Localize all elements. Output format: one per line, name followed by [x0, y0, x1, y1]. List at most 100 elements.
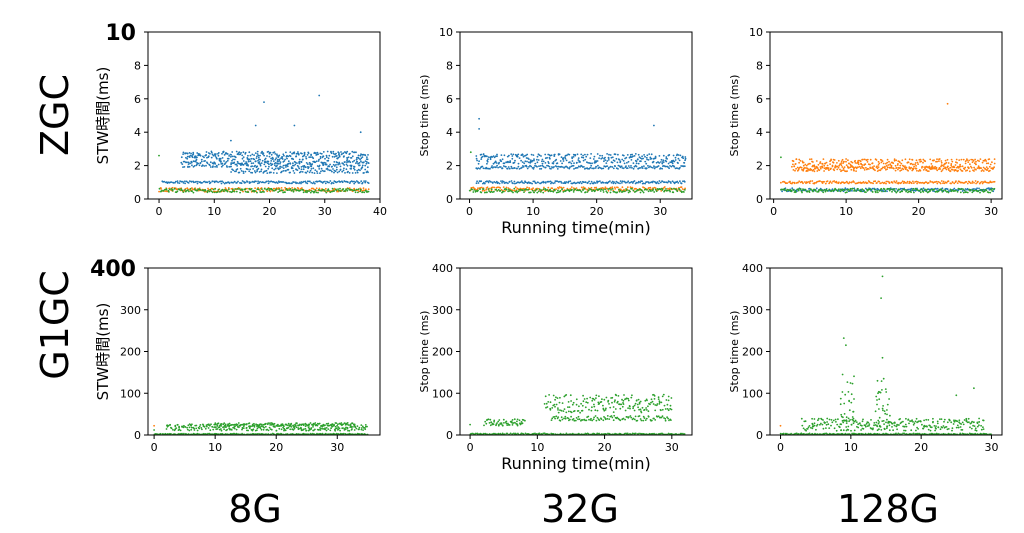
data-point	[258, 161, 261, 163]
data-point	[277, 160, 279, 163]
data-point	[854, 166, 857, 169]
data-point	[265, 161, 267, 164]
data-point	[267, 180, 270, 183]
data-point	[264, 170, 266, 173]
data-point	[495, 166, 497, 169]
data-point	[367, 171, 369, 174]
data-point	[277, 168, 280, 171]
data-point	[196, 189, 199, 192]
data-point	[496, 164, 498, 167]
data-point	[812, 168, 815, 171]
data-point	[348, 187, 351, 190]
data-point	[181, 163, 184, 166]
data-point	[345, 426, 347, 429]
data-point	[650, 401, 652, 404]
data-point	[287, 168, 290, 171]
data-point	[367, 162, 370, 165]
data-point	[351, 180, 354, 183]
data-point	[988, 165, 991, 168]
data-point	[240, 152, 243, 154]
data-point	[344, 428, 347, 431]
data-point	[313, 172, 316, 175]
data-point	[269, 190, 272, 193]
data-point	[200, 158, 203, 161]
data-point	[789, 180, 791, 183]
data-point	[231, 433, 234, 435]
points-g1gc-8g	[153, 422, 369, 436]
data-point	[812, 190, 814, 193]
data-point	[233, 162, 235, 164]
data-point	[560, 182, 563, 184]
data-point	[806, 181, 809, 184]
data-point	[251, 429, 254, 432]
data-point	[265, 422, 267, 425]
data-point	[217, 188, 220, 191]
data-point	[598, 419, 601, 421]
data-point	[978, 187, 980, 190]
data-point	[362, 161, 365, 164]
data-point	[246, 423, 248, 425]
data-point	[961, 170, 964, 172]
data-point	[207, 189, 209, 192]
data-point	[257, 167, 260, 170]
data-point	[332, 168, 334, 170]
data-point	[627, 399, 630, 402]
data-point	[953, 187, 956, 190]
data-point	[853, 181, 855, 184]
data-point	[251, 153, 254, 156]
data-point	[561, 162, 563, 165]
data-point	[363, 180, 365, 183]
data-point	[175, 427, 178, 429]
data-point	[491, 182, 494, 184]
data-point	[877, 422, 880, 425]
data-point	[847, 417, 850, 420]
data-point	[513, 187, 516, 190]
data-point	[285, 187, 288, 190]
data-point	[608, 403, 610, 405]
data-point	[838, 188, 840, 191]
data-point	[544, 182, 547, 184]
data-point	[637, 398, 640, 401]
data-point	[232, 188, 234, 191]
data-point	[581, 419, 584, 421]
data-point	[326, 150, 329, 153]
data-point	[506, 432, 509, 435]
data-point	[267, 187, 269, 190]
data-point	[483, 182, 486, 185]
data-point	[677, 162, 679, 165]
data-point	[341, 424, 343, 427]
data-point	[893, 159, 896, 162]
data-point	[637, 162, 640, 165]
data-point	[678, 188, 681, 191]
data-point	[184, 152, 187, 155]
data-point	[520, 180, 523, 183]
data-point	[513, 161, 516, 164]
data-point	[960, 158, 963, 161]
x-tick-label: 0	[151, 441, 158, 454]
data-point	[357, 191, 359, 194]
data-point	[346, 158, 349, 161]
y-tick-label: 0	[134, 193, 141, 206]
data-point	[540, 181, 543, 184]
outlier-point	[359, 131, 362, 134]
data-point	[568, 153, 571, 156]
data-point	[559, 396, 561, 399]
data-point	[271, 163, 274, 166]
data-point	[244, 181, 247, 184]
outlier-point	[153, 424, 156, 427]
data-point	[534, 189, 537, 192]
data-point	[486, 191, 488, 194]
data-point	[940, 188, 943, 191]
data-point	[572, 401, 575, 404]
row-label-zgc: ZGC	[33, 74, 77, 156]
data-point	[650, 166, 653, 169]
data-point	[944, 167, 947, 170]
data-point	[619, 180, 622, 183]
data-point	[806, 190, 809, 193]
data-point	[851, 187, 854, 190]
data-point	[553, 403, 556, 406]
data-point	[325, 154, 328, 157]
data-point	[289, 171, 291, 174]
data-point	[598, 395, 600, 398]
data-point	[257, 154, 260, 157]
